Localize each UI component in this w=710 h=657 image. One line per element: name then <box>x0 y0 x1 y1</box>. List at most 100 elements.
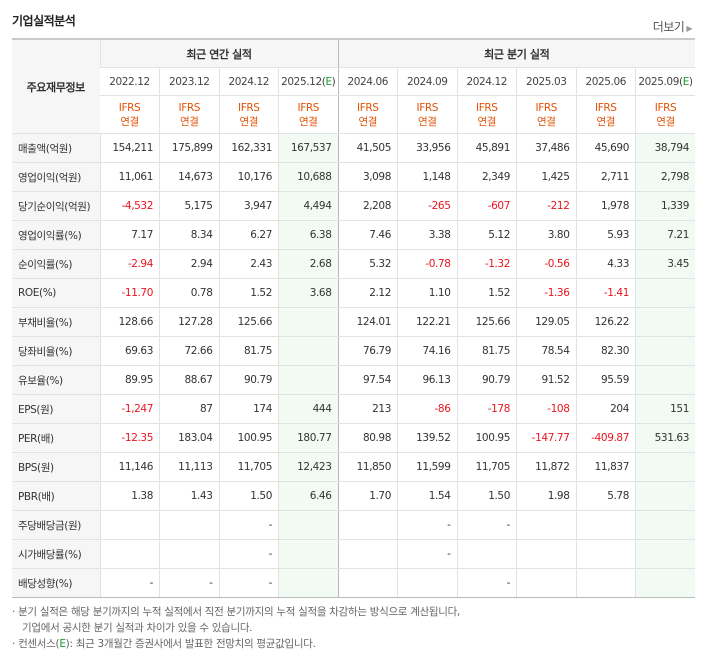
table-cell: 76.79 <box>337 336 398 366</box>
table-cell: 100.95 <box>218 423 279 453</box>
table-cell: 2,349 <box>456 162 517 192</box>
table-cell: -607 <box>456 191 517 221</box>
row-label: 부채비율(%) <box>12 307 100 337</box>
table-cell: 1.50 <box>218 481 279 511</box>
row-label: PER(배) <box>12 423 100 453</box>
table-cell: -11.70 <box>99 278 160 308</box>
table-cell: 122.21 <box>397 307 457 337</box>
table-cell <box>337 510 398 540</box>
table-cell: 81.75 <box>456 336 517 366</box>
table-cell: 4.33 <box>575 249 636 279</box>
table-cell: 78.54 <box>516 336 576 366</box>
table-cell <box>575 539 636 569</box>
table-cell: 96.13 <box>397 365 457 395</box>
annual-group-header: 최근 연간 실적 <box>99 39 338 68</box>
table-cell: 100.95 <box>456 423 517 453</box>
table-cell: 128.66 <box>99 307 160 337</box>
table-cell: -1.36 <box>516 278 576 308</box>
table-cell <box>278 568 338 598</box>
table-row: 영업이익(억원) 11,061 14,673 10,176 10,688 3,098 1,1… <box>12 162 695 192</box>
table-cell: -4,532 <box>99 191 160 221</box>
table-cell: 1.98 <box>516 481 576 511</box>
table-cell: 2.43 <box>218 249 279 279</box>
table-cell: -86 <box>397 394 457 424</box>
table-cell: 45,891 <box>456 133 517 163</box>
table-cell: 125.66 <box>218 307 279 337</box>
table-row: 순이익률(%) -2.94 2.94 2.43 2.68 5.32 -0.78 -1.32 -0… <box>12 249 695 279</box>
ifrs-header: IFRS 연결 <box>456 95 517 134</box>
table-cell: 0.78 <box>159 278 219 308</box>
table-cell: 154,211 <box>99 133 160 163</box>
table-cell: 1,339 <box>635 191 695 221</box>
table-cell: 89.95 <box>99 365 160 395</box>
table-row: 영업이익률(%) 7.17 8.34 6.27 6.38 7.46 3.38 5.12 3.80… <box>12 220 695 250</box>
ifrs-header: IFRS 연결 <box>100 95 160 134</box>
period-header: 2024.12 <box>218 67 279 96</box>
row-label: ROE(%) <box>12 278 100 308</box>
row-label: PBR(배) <box>12 481 100 511</box>
table-cell: - <box>218 568 279 598</box>
table-cell: 2,798 <box>635 162 695 192</box>
section-title: 기업실적분석 <box>12 14 76 28</box>
table-cell: 41,505 <box>337 133 398 163</box>
table-cell: 38,794 <box>635 133 695 163</box>
table-cell: 3,098 <box>337 162 398 192</box>
table-row: 배당성향(%) - - - - <box>12 568 695 598</box>
table-cell: 3.45 <box>635 249 695 279</box>
table-cell: -2.94 <box>99 249 160 279</box>
table-cell: 1.52 <box>218 278 279 308</box>
table-cell: 82.30 <box>575 336 636 366</box>
table-cell: -409.87 <box>575 423 636 453</box>
table-cell: 95.59 <box>575 365 636 395</box>
period-header: 2025.06 <box>575 67 636 96</box>
table-cell: 139.52 <box>397 423 457 453</box>
period-header: 2025.09(E) <box>635 67 695 96</box>
table-cell: 1.38 <box>99 481 160 511</box>
table-cell: 14,673 <box>159 162 219 192</box>
ifrs-header: IFRS 연결 <box>278 95 338 134</box>
table-cell: 124.01 <box>337 307 398 337</box>
period-header: 2024.06 <box>337 67 398 96</box>
table-row: PER(배) -12.35 183.04 100.95 180.77 80.98 139.5… <box>12 423 695 453</box>
table-cell <box>278 307 338 337</box>
table-cell <box>635 336 695 366</box>
estimate-mark: E <box>59 638 66 650</box>
table-cell: 7.46 <box>337 220 398 250</box>
table-cell: 1.70 <box>337 481 398 511</box>
table-cell: 6.46 <box>278 481 338 511</box>
table-cell: -265 <box>397 191 457 221</box>
table-cell: -1.41 <box>575 278 636 308</box>
table-cell: 5.32 <box>337 249 398 279</box>
table-cell: 10,176 <box>218 162 279 192</box>
footnote-3: · 컨센서스(E): 최근 3개월간 증권사에서 발표한 전망치의 평균값입니다… <box>12 638 316 650</box>
table-cell: 2,208 <box>337 191 398 221</box>
table-cell: 5.78 <box>575 481 636 511</box>
table-cell: 6.38 <box>278 220 338 250</box>
table-cell: -178 <box>456 394 517 424</box>
table-cell <box>278 336 338 366</box>
table-cell: 11,705 <box>456 452 517 482</box>
table-cell: 11,061 <box>99 162 160 192</box>
table-cell: 80.98 <box>337 423 398 453</box>
table-cell <box>516 539 576 569</box>
table-cell: 2,711 <box>575 162 636 192</box>
row-label: 주당배당금(원) <box>12 510 100 540</box>
table-cell: 2.68 <box>278 249 338 279</box>
row-label: 당좌비율(%) <box>12 336 100 366</box>
chevron-right-icon: ▶ <box>686 24 692 33</box>
table-cell: - <box>99 568 160 598</box>
table-cell <box>99 510 160 540</box>
table-cell <box>456 539 517 569</box>
footnotes: · 분기 실적은 해당 분기까지의 누적 실적에서 직전 분기까지의 누적 실적… <box>12 604 460 652</box>
table-cell: -1,247 <box>99 394 160 424</box>
table-row: 시가배당률(%) - - <box>12 539 695 569</box>
table-cell <box>278 510 338 540</box>
financial-table: 주요재무정보 최근 연간 실적 최근 분기 실적 2022.12 2023.12 2… <box>12 38 695 598</box>
period-header: 2024.09 <box>397 67 457 96</box>
table-cell: 531.63 <box>635 423 695 453</box>
table-cell: 1,425 <box>516 162 576 192</box>
table-row: 매출액(억원) 154,211 175,899 162,331 167,537 41,50… <box>12 133 695 163</box>
more-link[interactable]: 더보기 ▶ <box>653 18 693 35</box>
table-cell: 213 <box>337 394 398 424</box>
table-row: BPS(원) 11,146 11,113 11,705 12,423 11,850 11,5… <box>12 452 695 482</box>
